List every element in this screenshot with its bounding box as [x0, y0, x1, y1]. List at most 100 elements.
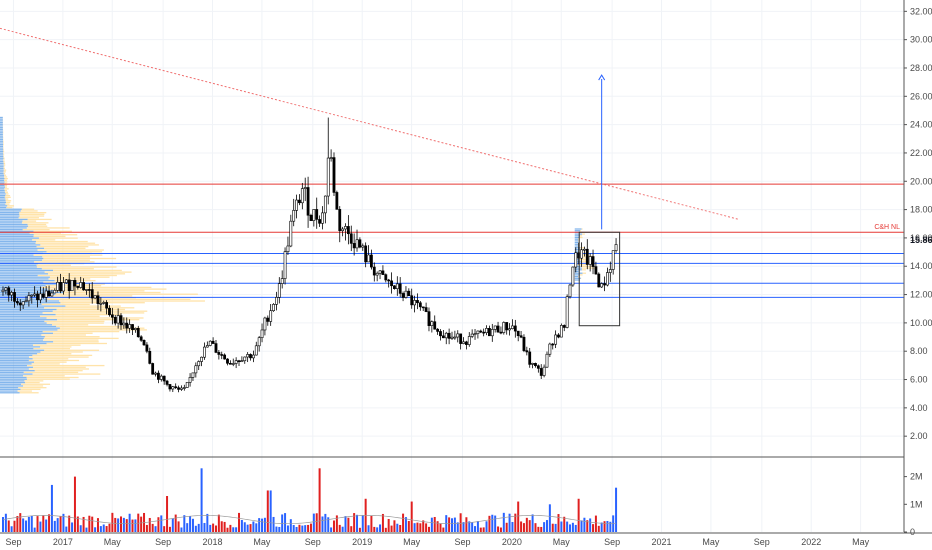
volume-bar	[451, 518, 453, 532]
profile-bar	[0, 130, 3, 132]
profile-bar	[0, 349, 45, 351]
profile-bar	[0, 218, 28, 221]
volume-bar	[186, 523, 189, 532]
profile-bar	[0, 283, 61, 285]
candle-body	[151, 363, 155, 375]
profile-bar	[0, 138, 4, 141]
profile-bar	[0, 251, 47, 253]
candle-body	[355, 239, 359, 249]
profile-bar	[46, 251, 103, 253]
x-tick-label: Sep	[454, 537, 470, 547]
candle-body	[171, 386, 175, 390]
profile-bar	[21, 208, 35, 210]
profile-bar	[0, 271, 45, 273]
grid	[0, 0, 904, 532]
candle-body	[444, 332, 448, 339]
candle-body	[568, 284, 572, 298]
volume-bar	[534, 523, 537, 532]
profile-bar	[0, 242, 36, 244]
profile-bar	[53, 341, 99, 343]
volume-bar	[474, 526, 477, 532]
volume-bar	[332, 520, 335, 532]
candle-body	[36, 293, 39, 301]
volume-bar	[39, 521, 42, 532]
profile-bar	[0, 200, 6, 202]
profile-bar	[28, 225, 48, 227]
profile-bar	[0, 291, 64, 294]
x-tick-label: 2022	[801, 537, 821, 547]
volume-bar	[330, 527, 333, 532]
volume-bar	[399, 524, 402, 532]
profile-bar	[44, 247, 86, 249]
volume-bar	[1, 517, 4, 532]
profile-bar	[0, 172, 4, 175]
profile-bar	[0, 269, 54, 272]
volume-bar	[407, 521, 410, 532]
profile-bar	[0, 371, 24, 374]
candle-body	[332, 157, 336, 193]
profile-bar	[0, 392, 20, 394]
candle-body	[263, 317, 267, 331]
candle-body	[390, 280, 393, 287]
volume-bar	[266, 490, 269, 532]
candle-body	[76, 285, 80, 288]
volume-bar	[436, 521, 439, 532]
candle-body	[591, 256, 595, 267]
profile-bar	[0, 358, 33, 360]
volume-bar	[73, 476, 76, 532]
volume-bar	[548, 504, 551, 532]
profile-bar	[63, 291, 161, 294]
profile-bar	[36, 264, 71, 266]
volume-bar	[321, 516, 324, 532]
volume-bar	[404, 517, 407, 532]
volume-bar	[226, 527, 229, 532]
candle-body	[105, 302, 109, 309]
volume-bar	[238, 512, 241, 532]
candle-body	[220, 354, 224, 356]
y-tick-label: 14.00	[910, 261, 932, 271]
candle-body	[548, 343, 552, 355]
candle-body	[303, 187, 307, 189]
volume-bar	[134, 519, 137, 532]
profile-bar	[6, 206, 13, 209]
candle-body	[611, 250, 615, 270]
profile-bar	[17, 390, 32, 392]
profile-bar	[0, 159, 4, 161]
profile-bar	[0, 353, 38, 355]
candle-body	[372, 266, 376, 276]
profile-bar	[3, 172, 6, 175]
volume-bar	[335, 515, 338, 532]
profile-bar	[0, 266, 37, 268]
candle-body	[323, 195, 327, 214]
volume-bar	[485, 521, 488, 532]
profile-bar	[0, 228, 23, 231]
candle-body	[90, 289, 94, 299]
candle-body	[436, 328, 440, 332]
volume-bar	[551, 523, 554, 532]
volume-bar	[370, 515, 373, 532]
volume-bar	[45, 519, 48, 532]
y-tick-label: 2.00	[910, 431, 928, 441]
candle-body	[70, 280, 74, 292]
x-tick-label: 2021	[652, 537, 672, 547]
volume-bar	[122, 517, 125, 532]
candle-body	[275, 297, 278, 305]
candle-body	[59, 281, 62, 292]
candle-body	[499, 331, 503, 334]
candle-body	[522, 336, 526, 351]
profile-bar	[37, 274, 117, 277]
profile-bar	[5, 198, 9, 200]
profile-bar	[0, 230, 34, 232]
profile-bar	[0, 232, 30, 234]
profile-bar	[0, 363, 32, 365]
profile-bar	[3, 150, 5, 153]
profile-bar	[0, 132, 3, 134]
candle-body	[508, 328, 511, 331]
candle-body	[85, 289, 88, 291]
profile-bar	[0, 307, 45, 309]
volume-bar	[272, 516, 275, 532]
candle-body	[174, 386, 178, 389]
profile-bar	[34, 370, 83, 372]
volume-bar	[261, 518, 264, 532]
